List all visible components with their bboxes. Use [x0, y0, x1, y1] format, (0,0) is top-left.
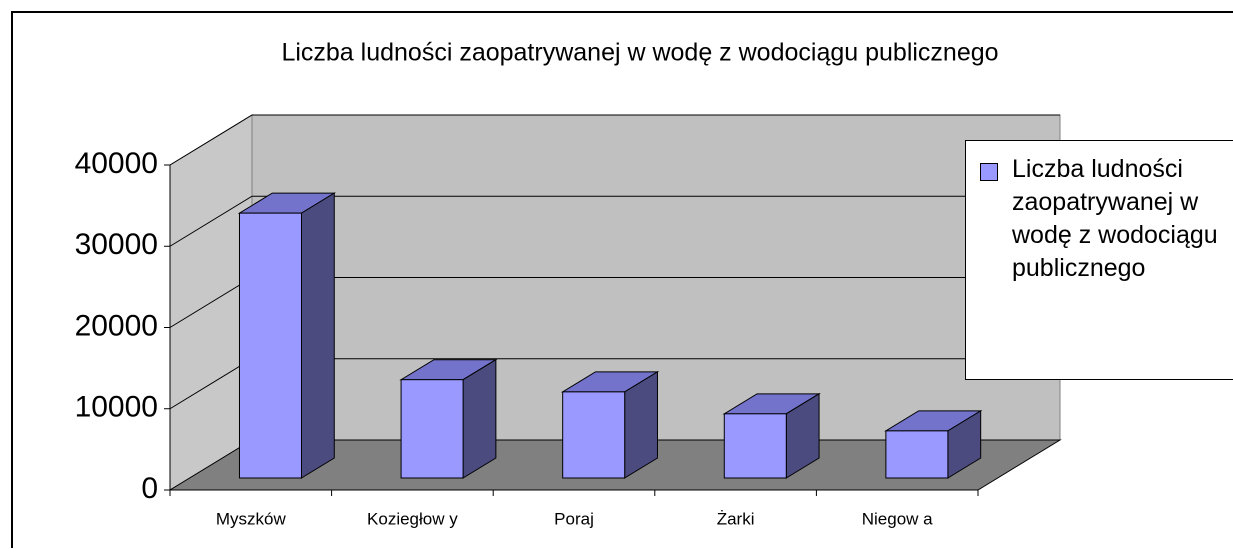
- x-tick-label: Poraj: [554, 509, 594, 528]
- grid-line: [169, 195, 1060, 247]
- bar: [723, 413, 787, 479]
- bar: [400, 379, 464, 479]
- x-tick-label: Niegow a: [862, 509, 933, 528]
- x-tick-label: Żarki: [717, 509, 755, 528]
- grid-line: [169, 114, 1060, 166]
- x-tick-label: Myszków: [216, 509, 287, 528]
- bar-side: [300, 192, 335, 479]
- y-tick-label: 30000: [75, 228, 158, 261]
- bar: [238, 212, 302, 479]
- y-tick-label: 40000: [75, 147, 158, 180]
- y-tick-label: 10000: [75, 391, 158, 424]
- legend-label: Liczba ludności zaopatrywanej w wodę z w…: [1012, 155, 1218, 282]
- legend-swatch: [980, 163, 998, 181]
- legend: Liczba ludności zaopatrywanej w wodę z w…: [965, 140, 1233, 380]
- bar: [885, 430, 949, 479]
- bar-side: [462, 358, 497, 479]
- bar: [562, 391, 626, 479]
- chart-title: Liczba ludności zaopatrywanej w wodę z w…: [281, 39, 998, 67]
- y-tick-label: 0: [141, 472, 158, 505]
- y-tick-label: 20000: [75, 309, 158, 342]
- x-tick-label: Koziegłow y: [367, 509, 458, 528]
